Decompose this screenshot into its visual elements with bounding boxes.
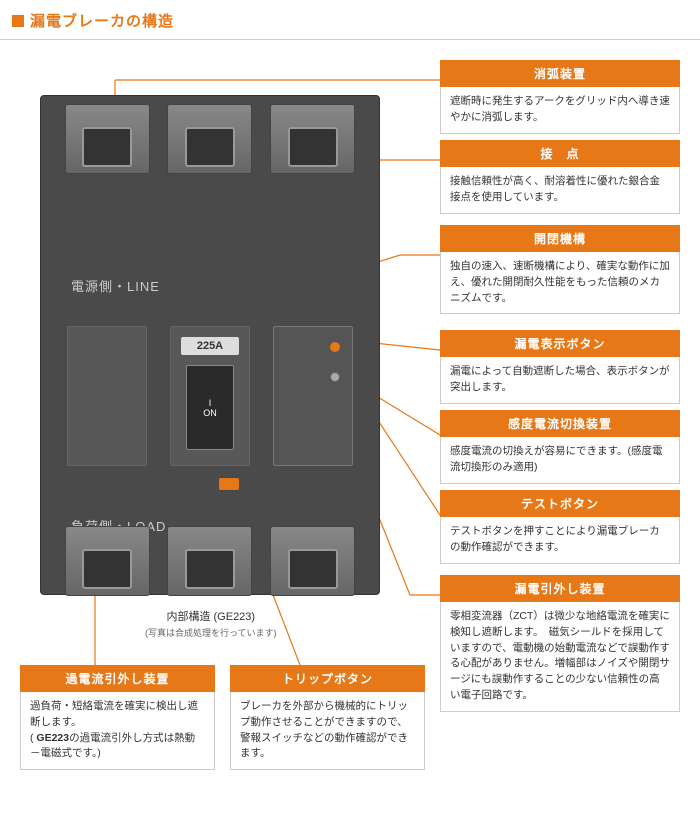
- callout-2: 開閉機構独自の速入、速断機構により、確実な動作に加え、優れた開閉耐久性能をもった…: [440, 225, 680, 314]
- callout-title: 漏電表示ボタン: [440, 330, 680, 357]
- test-button-icon: [330, 372, 340, 382]
- callout-0: 消弧装置遮断時に発生するアークをグリッド内へ導き速やかに消弧します。: [440, 60, 680, 134]
- diagram-content: 電源側・LINE 225A I ON 負荷側・LOAD 内部構造 (GE223): [0, 40, 700, 820]
- page-title: 漏電ブレーカの構造: [0, 0, 700, 40]
- breaker-device: 電源側・LINE 225A I ON 負荷側・LOAD: [40, 95, 380, 595]
- callout-title: テストボタン: [440, 490, 680, 517]
- callout-bottom-0: 過電流引外し装置過負荷・短絡電流を確実に検出し遮断します。( GE223の過電流…: [20, 665, 215, 770]
- callout-5: テストボタンテストボタンを押すことにより漏電ブレーカの動作確認ができます。: [440, 490, 680, 564]
- callout-title: トリップボタン: [230, 665, 425, 692]
- callout-body: 過負荷・短絡電流を確実に検出し遮断します。( GE223の過電流引外し方式は熱動…: [20, 692, 215, 770]
- callout-title: 開閉機構: [440, 225, 680, 252]
- callout-1: 接 点接触信頼性が高く、耐溶着性に優れた銀合金接点を使用しています。: [440, 140, 680, 214]
- callout-title: 漏電引外し装置: [440, 575, 680, 602]
- callout-title: 過電流引外し装置: [20, 665, 215, 692]
- title-square-icon: [12, 15, 24, 27]
- indicator-button-icon: [330, 342, 340, 352]
- callout-body: 漏電によって自動遮断した場合、表示ボタンが突出します。: [440, 357, 680, 404]
- callout-title: 接 点: [440, 140, 680, 167]
- title-text: 漏電ブレーカの構造: [30, 10, 174, 31]
- on-switch: I ON: [186, 365, 234, 450]
- callout-4: 感度電流切換装置感度電流の切換えが容易にできます。(感度電流切換形のみ適用): [440, 410, 680, 484]
- callout-body: 接触信頼性が高く、耐溶着性に優れた銀合金接点を使用しています。: [440, 167, 680, 214]
- callout-bottom-1: トリップボタンブレーカを外部から機械的にトリップ動作させることができますので、警…: [230, 665, 425, 770]
- amp-label: 225A: [181, 337, 239, 355]
- callout-title: 感度電流切換装置: [440, 410, 680, 437]
- callout-body: テストボタンを押すことにより漏電ブレーカの動作確認ができます。: [440, 517, 680, 564]
- callout-body: 独自の速入、速断機構により、確実な動作に加え、優れた開閉耐久性能をもった信頼のメ…: [440, 252, 680, 314]
- callout-body: ブレーカを外部から機械的にトリップ動作させることができますので、警報スイッチなど…: [230, 692, 425, 770]
- callout-6: 漏電引外し装置零相変流器（ZCT）は微少な地絡電流を確実に検知し遮断します。 磁…: [440, 575, 680, 712]
- device-caption: 内部構造 (GE223) (写真は合成処理を行っています): [145, 608, 277, 639]
- callout-body: 遮断時に発生するアークをグリッド内へ導き速やかに消弧します。: [440, 87, 680, 134]
- callout-3: 漏電表示ボタン漏電によって自動遮断した場合、表示ボタンが突出します。: [440, 330, 680, 404]
- trip-button-icon: [219, 478, 239, 490]
- callout-body: 零相変流器（ZCT）は微少な地絡電流を確実に検知し遮断します。 磁気シールドを採…: [440, 602, 680, 712]
- line-label: 電源側・LINE: [71, 276, 160, 295]
- callout-title: 消弧装置: [440, 60, 680, 87]
- callout-body: 感度電流の切換えが容易にできます。(感度電流切換形のみ適用): [440, 437, 680, 484]
